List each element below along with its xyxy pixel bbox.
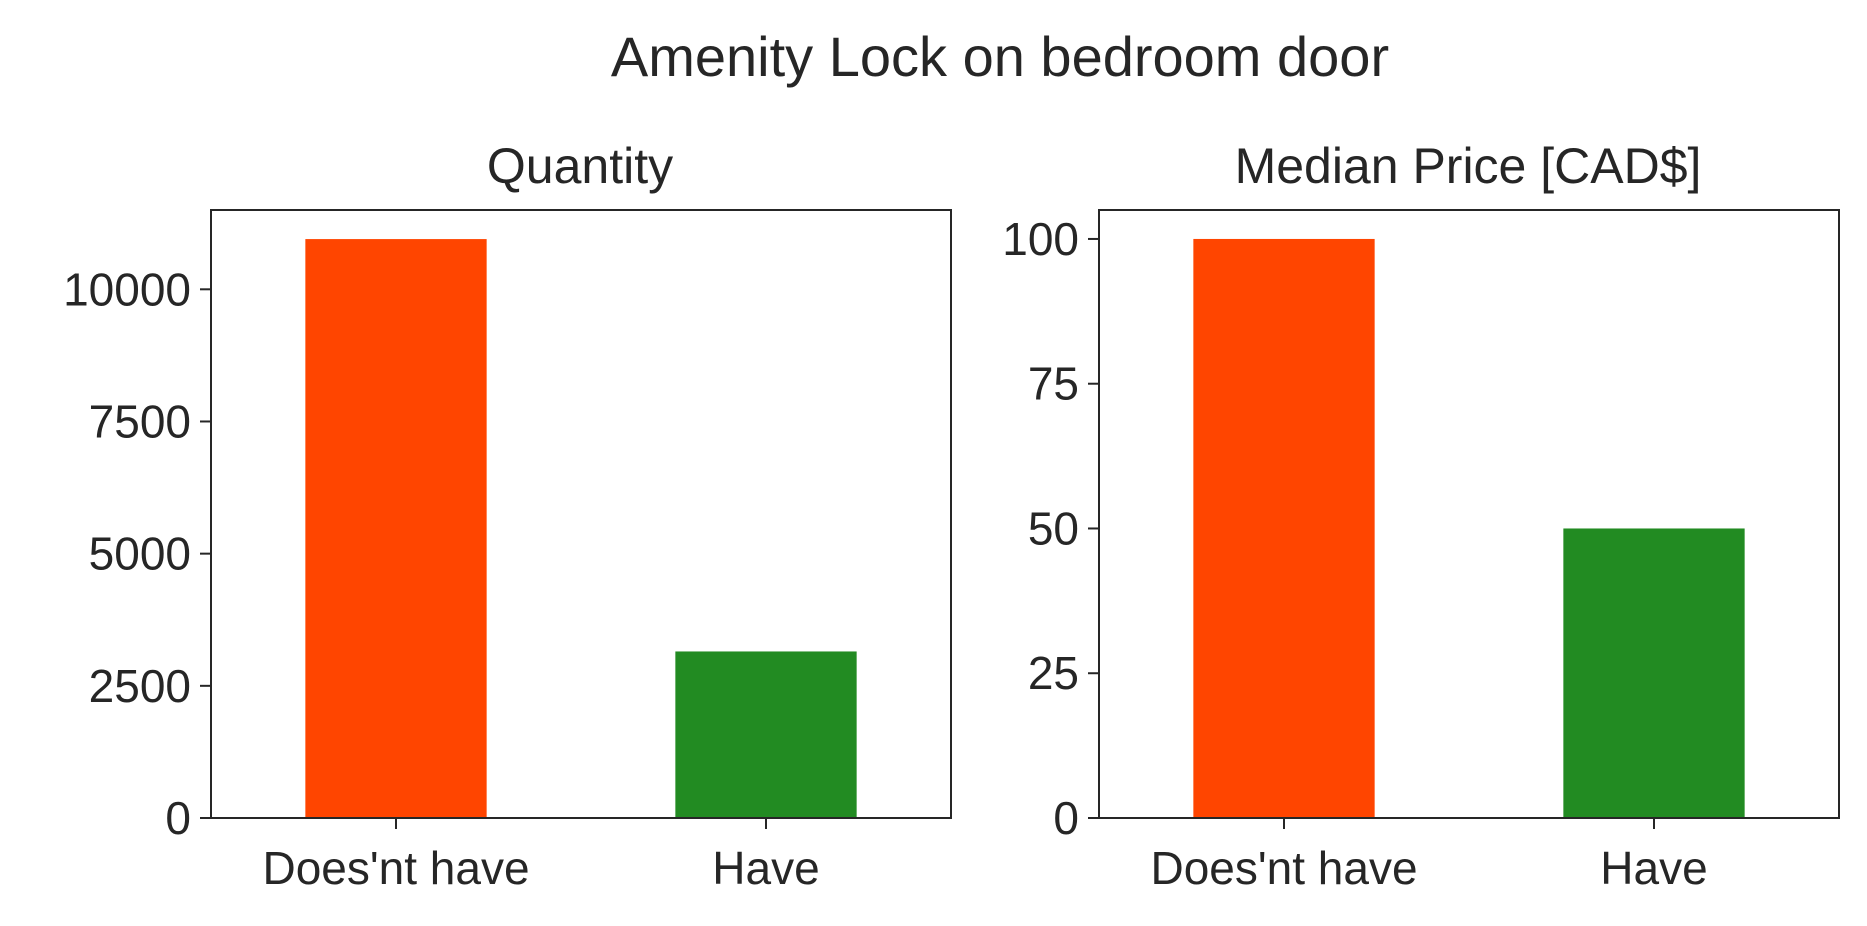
y-tick-label-quantity: 5000 xyxy=(89,528,191,580)
y-tick-label-median-price: 100 xyxy=(1002,213,1079,265)
y-tick-label-quantity: 0 xyxy=(165,792,191,844)
axes-frame-quantity xyxy=(210,209,952,819)
y-tick-label-median-price: 75 xyxy=(1028,358,1079,410)
panel-median-price: Median Price [CAD$] 0 25 50 75 100 Does'nt ha… xyxy=(1002,138,1840,894)
y-tick-label-quantity: 2500 xyxy=(89,660,191,712)
bar-median-price-does-not-have xyxy=(1193,238,1375,818)
y-tick-label-median-price: 50 xyxy=(1028,502,1079,554)
bar-quantity-does-not-have xyxy=(305,239,487,819)
y-tick-label-quantity: 10000 xyxy=(63,263,191,315)
bar-median-price-have xyxy=(1563,528,1745,818)
x-tick-label-median-price: Have xyxy=(1600,842,1707,894)
figure-title: Amenity Lock on bedroom door xyxy=(611,25,1389,88)
plot-area-median-price: 0 25 50 75 100 Does'nt have Have xyxy=(1002,209,1840,894)
x-tick-label-median-price: Does'nt have xyxy=(1150,842,1417,894)
panel-title-median-price: Median Price [CAD$] xyxy=(1235,138,1702,194)
plot-area-quantity: 0 2500 5000 7500 10000 Does'nt have Have xyxy=(63,209,952,894)
x-tick-label-quantity: Does'nt have xyxy=(262,842,529,894)
bar-quantity-have xyxy=(675,651,857,818)
y-tick-label-median-price: 0 xyxy=(1053,792,1079,844)
axes-frame-median-price xyxy=(1098,209,1840,819)
panel-title-quantity: Quantity xyxy=(487,138,673,194)
panel-quantity: Quantity 0 2500 5000 7500 10000 Does'nt have H… xyxy=(63,138,952,894)
x-tick-label-quantity: Have xyxy=(712,842,819,894)
y-tick-label-median-price: 25 xyxy=(1028,647,1079,699)
y-tick-label-quantity: 7500 xyxy=(89,395,191,447)
